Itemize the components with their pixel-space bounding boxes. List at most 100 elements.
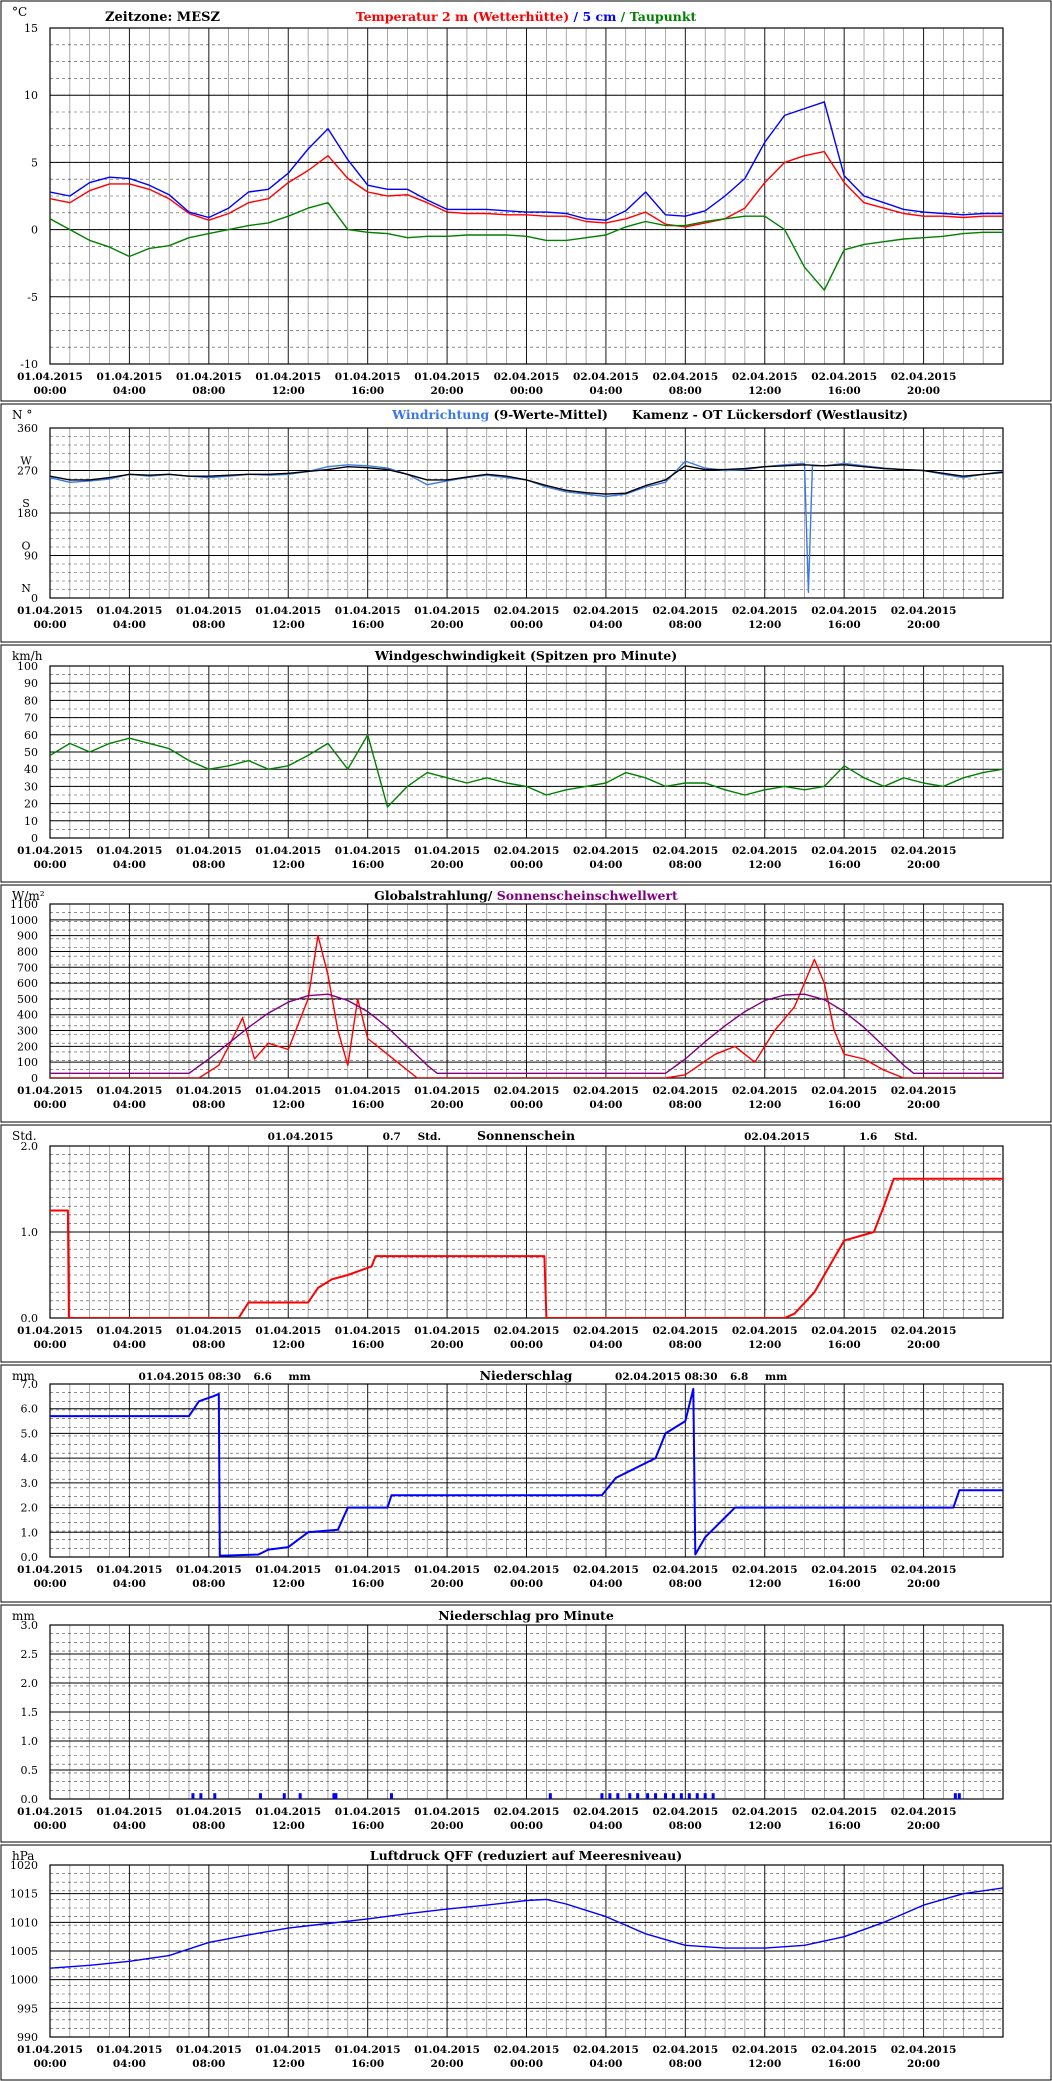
y-tick-label: 6.0: [21, 1403, 39, 1416]
x-tick-time: 16:00: [351, 619, 384, 631]
bar: [671, 1793, 675, 1799]
station-name: Kamenz - OT Lückersdorf (Westlausitz): [632, 407, 908, 422]
x-tick-time: 12:00: [272, 1820, 305, 1832]
day-total-unit: mm: [765, 1371, 787, 1383]
x-tick-date: 01.04.2015: [255, 1806, 321, 1818]
x-tick-time: 12:00: [272, 2058, 305, 2070]
x-tick-time: 20:00: [907, 1820, 940, 1832]
y-tick-label: 1005: [10, 1945, 38, 1958]
x-tick-time: 00:00: [33, 385, 66, 397]
x-tick-date: 01.04.2015: [335, 1325, 401, 1337]
x-tick-time: 08:00: [192, 2058, 225, 2070]
y-tick-label: 0.5: [21, 1764, 39, 1777]
x-tick-time: 08:00: [669, 619, 702, 631]
series-line-0: [50, 460, 1003, 593]
series-group: [50, 934, 1003, 1078]
x-tick-time: 04:00: [589, 859, 622, 871]
x-tick-date: 01.04.2015: [17, 845, 83, 857]
chart-title: Windgeschwindigkeit (Spitzen pro Minute): [374, 648, 677, 663]
x-tick-date: 02.04.2015: [573, 605, 639, 617]
y-tick-label: 30: [24, 780, 38, 793]
chart-panel-temperature: 15 10 5 0 -5 -10 °C Zeitzone: MESZ Temperatur 2 …: [0, 0, 1052, 402]
y-tick-label: 90: [24, 677, 38, 690]
x-tick-date: 02.04.2015: [732, 845, 798, 857]
plot-border: [49, 427, 1004, 599]
x-tick-date: 02.04.2015: [811, 1325, 877, 1337]
x-tick-date: 01.04.2015: [17, 1085, 83, 1097]
x-tick-time: 00:00: [33, 859, 66, 871]
x-tick-date: 02.04.2015: [652, 1564, 718, 1576]
x-tick-time: 04:00: [113, 859, 146, 871]
chart-title-part: Niederschlag pro Minute: [438, 1608, 614, 1623]
bar: [258, 1793, 262, 1799]
series-line-0: [50, 150, 1003, 228]
x-tick-date: 02.04.2015: [732, 605, 798, 617]
plot-border: [49, 27, 1004, 365]
x-tick-time: 20:00: [907, 1578, 940, 1590]
x-tick-time: 16:00: [828, 1578, 861, 1590]
x-tick-date: 01.04.2015: [176, 1564, 242, 1576]
x-tick-date: 01.04.2015: [255, 2044, 321, 2056]
bar: [389, 1793, 393, 1799]
bar: [298, 1793, 302, 1799]
x-tick-date: 01.04.2015: [414, 1085, 480, 1097]
x-tick-time: 16:00: [351, 1820, 384, 1832]
unit-label: km/h: [12, 649, 43, 663]
x-tick-date: 01.04.2015: [176, 845, 242, 857]
day-total-value: 1.6: [859, 1131, 877, 1143]
y-tick-label: 2.5: [21, 1648, 39, 1661]
x-tick-time: 16:00: [828, 1820, 861, 1832]
x-tick-time: 16:00: [828, 2058, 861, 2070]
chart-title: Niederschlag: [480, 1368, 573, 1383]
x-tick-time: 00:00: [510, 385, 543, 397]
x-tick-time: 12:00: [272, 619, 305, 631]
series-group: [50, 1387, 1003, 1557]
x-tick-date: 02.04.2015: [732, 371, 798, 383]
y-tick-label: 600: [17, 977, 38, 990]
x-tick-time: 00:00: [33, 1578, 66, 1590]
x-tick-date: 02.04.2015: [573, 1085, 639, 1097]
x-tick-date: 02.04.2015: [652, 1806, 718, 1818]
x-tick-date: 01.04.2015: [97, 1325, 163, 1337]
y-tick-label: 500: [17, 993, 38, 1006]
x-tick-date: 01.04.2015: [176, 2044, 242, 2056]
y-tick-label: 100: [17, 1056, 38, 1069]
x-tick-time: 00:00: [33, 2058, 66, 2070]
x-tick-date: 02.04.2015: [652, 2044, 718, 2056]
chart-title-part: Sonnenscheinschwellwert: [497, 888, 678, 903]
y-tick-label: 1.5: [21, 1706, 39, 1719]
chart-title-part: Sonnenschein: [477, 1128, 575, 1143]
x-tick-date: 01.04.2015: [17, 1564, 83, 1576]
x-tick-time: 00:00: [33, 619, 66, 631]
bar: [191, 1793, 195, 1799]
y-tick-label: 1015: [10, 1888, 38, 1901]
y-tick-label: 0.0: [21, 1793, 39, 1806]
x-tick-date: 02.04.2015: [573, 845, 639, 857]
y-tick-label: 90: [24, 550, 38, 563]
y-tick-label: 80: [24, 694, 38, 707]
x-tick-date: 02.04.2015: [891, 1564, 957, 1576]
x-tick-date: 02.04.2015: [652, 605, 718, 617]
day-total-date: 02.04.2015: [744, 1131, 810, 1143]
x-tick-date: 02.04.2015: [891, 2044, 957, 2056]
x-tick-time: 04:00: [113, 1820, 146, 1832]
x-tick-time: 16:00: [828, 385, 861, 397]
series-line-2: [50, 202, 1003, 291]
y-tick-label: 995: [17, 2002, 38, 2015]
x-tick-time: 08:00: [192, 1099, 225, 1111]
x-tick-time: 04:00: [589, 1578, 622, 1590]
x-tick-date: 01.04.2015: [414, 605, 480, 617]
chart-title-part: Windgeschwindigkeit (Spitzen pro Minute): [374, 648, 677, 663]
x-tick-date: 01.04.2015: [255, 845, 321, 857]
x-tick-date: 01.04.2015: [414, 845, 480, 857]
x-tick-date: 01.04.2015: [176, 371, 242, 383]
x-tick-date: 01.04.2015: [255, 1564, 321, 1576]
x-tick-date: 01.04.2015: [17, 1325, 83, 1337]
series-group: [50, 1887, 1003, 1969]
chart-title-part: /: [488, 888, 497, 903]
unit-label: Std.: [12, 1129, 37, 1143]
x-tick-time: 12:00: [272, 1099, 305, 1111]
x-tick-date: 02.04.2015: [494, 1806, 560, 1818]
x-tick-date: 01.04.2015: [97, 1806, 163, 1818]
